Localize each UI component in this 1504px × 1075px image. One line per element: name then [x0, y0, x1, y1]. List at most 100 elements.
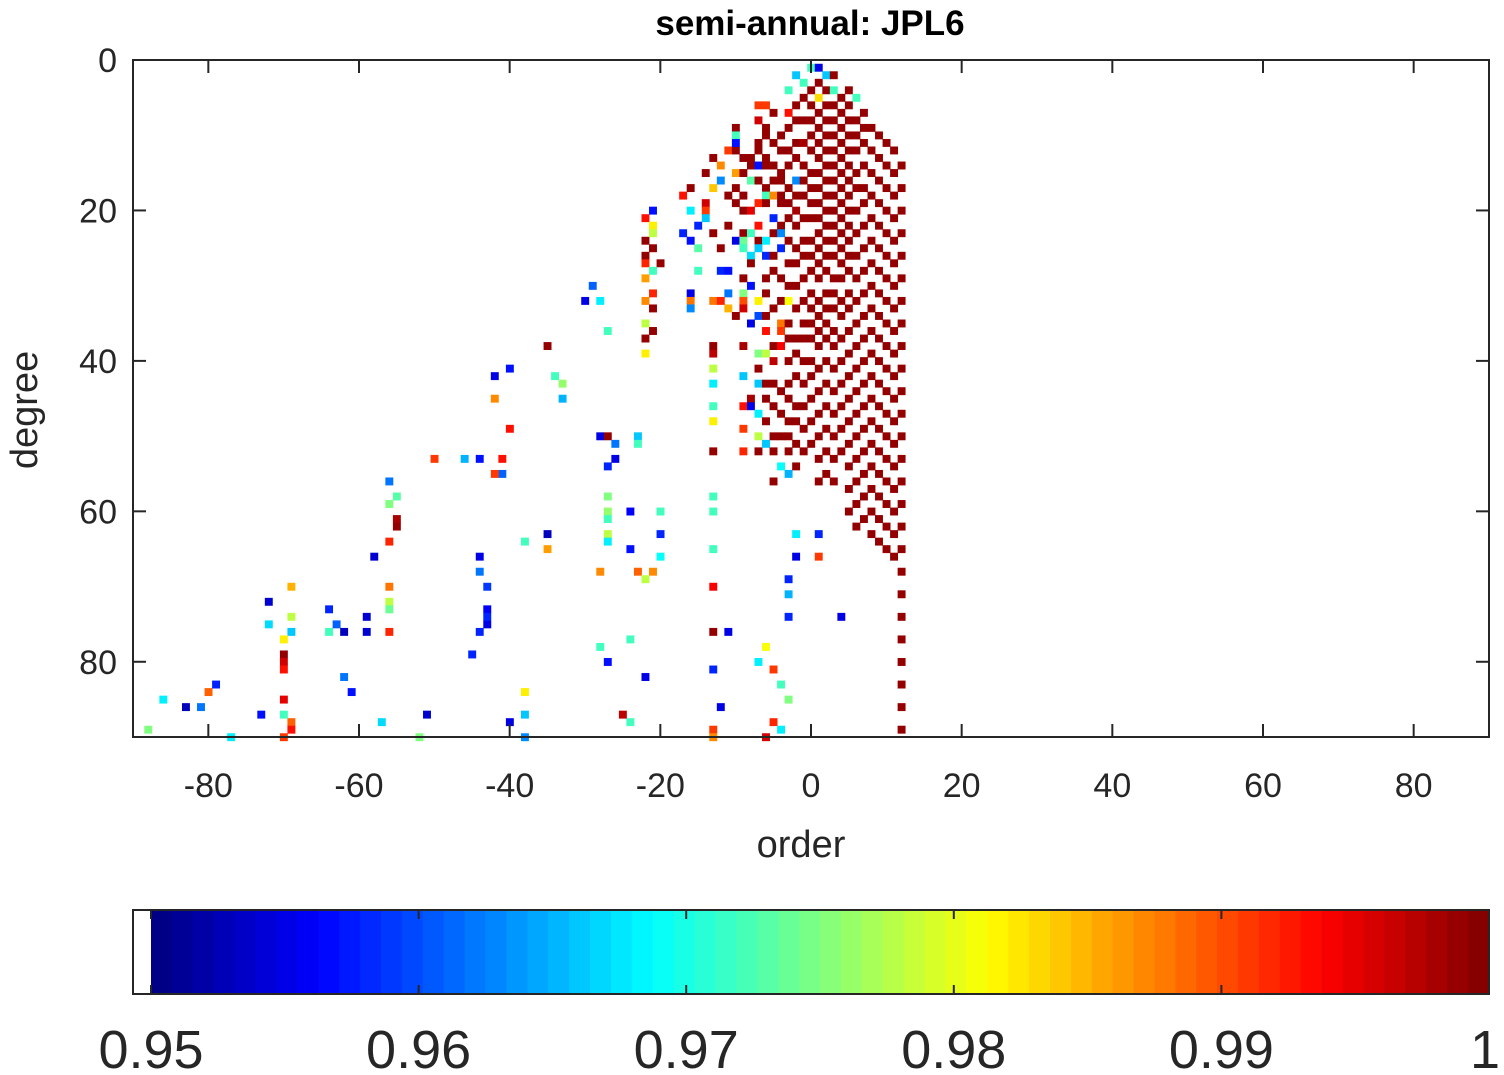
colorbar-segment: [694, 910, 717, 994]
heatmap-cell: [611, 454, 620, 463]
colorbar-segment: [820, 910, 842, 994]
heatmap-cell: [822, 289, 831, 298]
heatmap-cell: [897, 522, 906, 531]
heatmap-cell: [829, 327, 838, 335]
heatmap-cell: [754, 658, 763, 666]
heatmap-cell: [739, 274, 748, 283]
colorbar: 0.95 0.96 0.97 0.98 0.99 1: [98, 909, 1500, 1075]
heatmap-cell: [762, 394, 770, 403]
heatmap-cell: [822, 116, 831, 125]
heatmap-cell: [603, 432, 612, 441]
heatmap-cell: [837, 424, 846, 433]
heatmap-cell: [784, 259, 793, 268]
heatmap-cell: [814, 477, 823, 486]
x-tick-label: 40: [1093, 767, 1131, 805]
heatmap-cell: [724, 304, 733, 313]
heatmap-cell: [483, 620, 492, 629]
heatmap-cell: [777, 319, 786, 328]
heatmap-cell: [852, 409, 861, 418]
heatmap-cell: [777, 191, 786, 200]
heatmap-cell: [769, 357, 778, 366]
colorbar-frame: [132, 909, 1490, 995]
heatmap-cell: [603, 537, 612, 546]
y-axis-label: degree: [4, 351, 46, 469]
heatmap-cell: [792, 304, 801, 313]
heatmap-cell: [784, 123, 793, 132]
heatmap-cell: [844, 236, 853, 245]
heatmap-cell: [882, 500, 891, 508]
heatmap-cell: [859, 289, 868, 298]
heatmap-cell: [859, 161, 868, 170]
heatmap-cell: [520, 537, 529, 546]
heatmap-cell: [844, 394, 853, 403]
colorbar-segment: [987, 910, 1009, 994]
heatmap-cell: [754, 138, 763, 147]
heatmap-cell: [792, 206, 801, 215]
heatmap-cell: [897, 387, 906, 396]
heatmap-cell: [844, 146, 853, 155]
colorbar-segment: [757, 910, 779, 994]
heatmap-cell: [709, 665, 718, 674]
heatmap-cell: [332, 620, 341, 629]
heatmap-cell: [882, 454, 891, 463]
colorbar-segment: [1426, 910, 1448, 994]
colorbar-segment: [673, 910, 696, 994]
colorbar-segment: [882, 910, 905, 994]
heatmap-cell: [814, 108, 823, 117]
heatmap-cell: [875, 424, 883, 433]
colorbar-segment: [1363, 910, 1386, 994]
heatmap-cell: [490, 469, 499, 478]
heatmap-cell: [649, 221, 657, 230]
heatmap-cell: [769, 432, 778, 441]
heatmap-cell: [799, 236, 808, 245]
heatmap-cell: [829, 146, 838, 155]
heatmap-cell: [769, 176, 778, 185]
heatmap-cell: [762, 327, 770, 335]
heatmap-cell: [686, 289, 695, 298]
heatmap-cell: [792, 372, 801, 381]
heatmap-cell: [777, 221, 786, 230]
colorbar-segment: [276, 910, 298, 994]
heatmap-cell: [603, 515, 612, 524]
heatmap-cell: [807, 289, 816, 298]
heatmap-cell: [859, 447, 868, 456]
heatmap-cell: [754, 379, 763, 388]
heatmap-cell: [709, 447, 718, 456]
heatmap-cell: [882, 229, 891, 238]
heatmap-cell: [777, 725, 786, 734]
heatmap-cell: [807, 236, 816, 245]
heatmap-cell: [709, 229, 718, 238]
heatmap-cell: [882, 251, 891, 260]
heatmap-cell: [490, 372, 499, 381]
heatmap-cell: [822, 236, 831, 245]
colorbar-segment: [1321, 910, 1344, 994]
heatmap-cell: [807, 417, 816, 426]
colorbar-segment: [506, 910, 528, 994]
heatmap-cell: [596, 432, 605, 441]
heatmap-cell: [792, 259, 801, 268]
heatmap-cell: [385, 537, 394, 546]
heatmap-cell: [739, 447, 748, 456]
heatmap-cell: [890, 552, 899, 561]
heatmap-cell: [875, 537, 883, 546]
heatmap-cell: [754, 244, 763, 253]
heatmap-cell: [822, 191, 831, 200]
heatmap-cell: [890, 146, 899, 155]
heatmap-cell: [807, 101, 816, 110]
heatmap-cell: [799, 296, 808, 305]
heatmap-cell: [762, 379, 770, 388]
heatmap-cell: [897, 500, 906, 508]
colorbar-segment: [401, 910, 424, 994]
heatmap-cell: [822, 146, 831, 155]
heatmap-cell: [882, 296, 891, 305]
heatmap-cell: [807, 86, 816, 95]
x-tick-label: -80: [184, 767, 233, 805]
heatmap-cell: [897, 274, 906, 283]
heatmap-cell: [807, 214, 816, 223]
heatmap-cell: [716, 161, 725, 170]
heatmap-cell: [656, 530, 665, 539]
heatmap-cell: [814, 364, 823, 373]
heatmap-cell: [701, 199, 710, 208]
heatmap-cell: [769, 191, 778, 200]
heatmap-cell: [844, 251, 853, 260]
